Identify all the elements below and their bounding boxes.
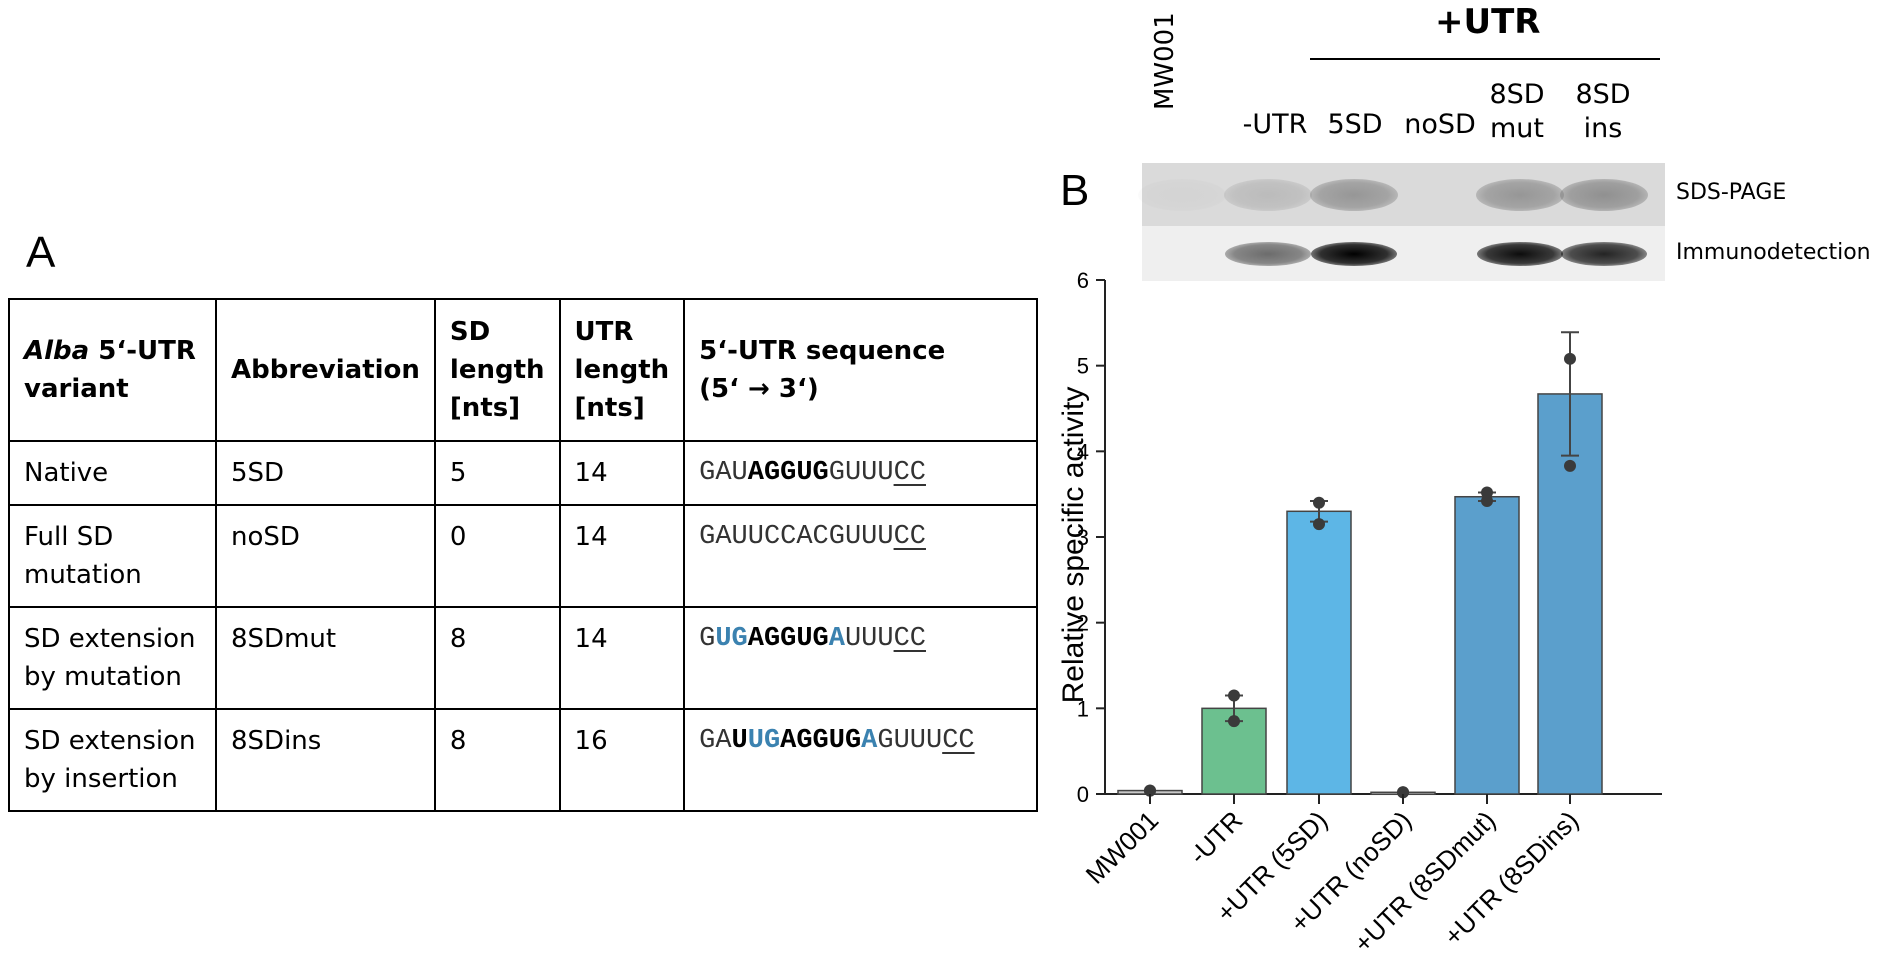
cell-sd-length: 0 [433, 504, 561, 608]
gel-band [1311, 241, 1397, 266]
sds-page-gel [1138, 163, 1665, 226]
y-tick-label: 6 [1077, 268, 1089, 293]
y-tick-label: 3 [1077, 525, 1089, 550]
immunodetection-blot [1142, 226, 1665, 281]
cell-sequence: GUGAGGUGAUUUCC [683, 606, 1039, 710]
data-point [1564, 459, 1576, 472]
cell-utr-length: 14 [558, 440, 686, 506]
gel-band [1138, 178, 1226, 211]
header-variant: Alba 5‘-UTR variant [8, 298, 217, 442]
sequence-segment: AGGUG [780, 726, 862, 756]
sequence-segment: AGGUG [747, 458, 829, 488]
cell-abbreviation: 8SDmut [215, 606, 436, 710]
gel-band [1561, 241, 1647, 266]
gel-band [1225, 241, 1311, 266]
data-point [1144, 784, 1156, 797]
header-utr-length: UTR length [nts] [558, 298, 686, 442]
data-point [1481, 495, 1493, 508]
gel-band [1224, 178, 1312, 211]
sequence-segment: UUU [844, 624, 894, 654]
cell-sequence: GAUUGAGGUGAGUUUCC [683, 708, 1039, 812]
gel-band [1560, 178, 1648, 211]
table-row: Native 5SD 5 14 GAUAGGUGGUUUCC [8, 440, 1039, 506]
lane-label-minus-utr: -UTR [1242, 109, 1308, 140]
cell-variant: Full SD mutation [8, 504, 217, 608]
y-tick-label: 5 [1077, 354, 1089, 379]
lane-label-5sd: 5SD [1327, 109, 1383, 140]
sequence-segment: A [828, 624, 845, 654]
cell-sd-length: 8 [433, 708, 561, 812]
cell-utr-length: 14 [558, 606, 686, 710]
lane-label-nosd: noSD [1404, 109, 1476, 140]
sequence-segment: GUUU [877, 726, 943, 756]
cell-abbreviation: 5SD [215, 440, 436, 506]
table-row: SD extension by insertion 8SDins 8 16 GAU… [8, 708, 1039, 812]
y-tick-label: 4 [1077, 439, 1089, 464]
data-point [1228, 715, 1240, 728]
sds-page-label: SDS-PAGE [1676, 180, 1787, 205]
utr-variant-table: Alba 5‘-UTR variant Abbreviation SD length… [8, 298, 1039, 812]
cell-sequence: GAUAGGUGGUUUCC [683, 440, 1039, 506]
y-tick-label: 2 [1077, 611, 1089, 636]
cell-sd-length: 5 [433, 440, 561, 506]
panel-label-a: A [26, 228, 56, 277]
table-row: SD extension by mutation 8SDmut 8 14 GUGA… [8, 606, 1039, 710]
cell-variant: SD extension by mutation [8, 606, 217, 710]
sequence-segment: A [861, 726, 878, 756]
bar [1454, 495, 1520, 795]
sequence-segment: UG [747, 726, 781, 756]
sequence-segment: U [731, 726, 748, 756]
y-axis-label: Relative specific activity [1057, 387, 1090, 704]
data-point [1564, 352, 1576, 365]
cell-utr-length: 14 [558, 504, 686, 608]
header-abbreviation: Abbreviation [215, 298, 436, 442]
cell-sd-length: 8 [433, 606, 561, 710]
lane-label-8sdmut: 8SD mut [1489, 79, 1545, 144]
cell-sequence: GAUUCCACGUUUCC [683, 504, 1039, 608]
x-category-label: -UTR [1183, 805, 1248, 870]
table-header-row: Alba 5‘-UTR variant Abbreviation SD length… [8, 298, 1039, 442]
table-row: Full SD mutation noSD 0 14 GAUUCCACGUUUCC [8, 504, 1039, 608]
x-category-label: +UTR (8SDmut) [1348, 805, 1501, 958]
immunodetection-label: Immunodetection [1676, 240, 1871, 265]
sequence-segment: G [699, 624, 716, 654]
sequence-segment: CC [942, 726, 975, 756]
sequence-segment: CC [893, 624, 926, 654]
sequence-segment: GAUUCCACGUUU [699, 522, 894, 552]
data-point [1313, 496, 1325, 509]
panel-label-b: B [1060, 166, 1090, 215]
cell-utr-length: 16 [558, 708, 686, 812]
y-tick-label: 1 [1077, 696, 1089, 721]
cell-variant: SD extension by insertion [8, 708, 217, 812]
data-point [1228, 689, 1240, 702]
data-point [1313, 518, 1325, 531]
header-sequence: 5‘-UTR sequence (5‘ → 3‘) [683, 298, 1039, 442]
cell-abbreviation: noSD [215, 504, 436, 608]
utr-group-label: +UTR [1435, 2, 1541, 42]
cell-abbreviation: 8SDins [215, 708, 436, 812]
utr-group-line [1310, 58, 1660, 60]
sequence-segment: AGGUG [747, 624, 829, 654]
header-sd-length: SD length [nts] [433, 298, 561, 442]
sequence-segment: GAU [699, 458, 748, 488]
sequence-segment: GUUU [828, 458, 894, 488]
lane-label-8sdins: 8SD ins [1575, 79, 1631, 144]
x-category-label: MW001 [1080, 805, 1165, 890]
gel-band [1477, 241, 1563, 266]
bar [1286, 510, 1352, 795]
gel-band [1310, 178, 1398, 211]
data-point [1397, 786, 1409, 799]
sequence-segment: GA [699, 726, 732, 756]
cell-variant: Native [8, 440, 217, 506]
sequence-segment: CC [893, 522, 926, 552]
sequence-segment: UG [715, 624, 748, 654]
sequence-segment: CC [893, 458, 926, 488]
data-point [1481, 486, 1493, 499]
gel-band [1476, 178, 1564, 211]
y-tick-label: 0 [1077, 782, 1089, 807]
